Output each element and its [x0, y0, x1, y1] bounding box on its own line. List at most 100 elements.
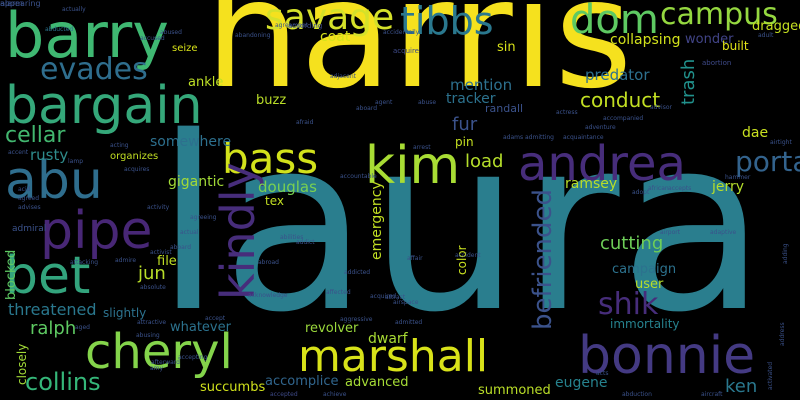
word-aggressive: aggressive [340, 316, 373, 323]
word-abilities: abilities [280, 234, 304, 241]
word-emergency: emergency [369, 181, 385, 260]
word-dwarf: dwarf [368, 331, 408, 347]
word-according: according [288, 22, 323, 30]
word-closely: closely [15, 343, 29, 385]
word-abducted: abducted [45, 26, 74, 33]
word-abu: abu [5, 151, 103, 211]
word-color: color [455, 245, 469, 275]
word-campaign: campaign [612, 262, 677, 277]
word-afraid: afraid [296, 119, 314, 126]
word-abroad: abroad [258, 259, 279, 266]
word-abused: abused [160, 29, 182, 36]
word-actress: actress [556, 109, 578, 116]
word-jerry: jerry [712, 179, 745, 195]
word-abortion: abortion [702, 59, 732, 67]
word-whatever: whatever [170, 320, 231, 335]
word-gigantic: gigantic [168, 174, 225, 190]
word-revolver: revolver [305, 321, 359, 336]
word-immortality: immortality [610, 317, 680, 331]
word-adaptive: adaptive [710, 229, 737, 236]
word-shik: shik [598, 287, 659, 322]
word-ralph: ralph [30, 318, 77, 339]
word-address: address [779, 322, 786, 346]
word-mention: mention [450, 76, 513, 94]
word-tibbs: tibbs [400, 0, 494, 43]
word-tex: tex [265, 194, 284, 208]
word-acid: acid [18, 186, 31, 193]
word-pin: pin [455, 135, 474, 149]
word-activated: activated [767, 361, 774, 390]
word-advanced: advanced [345, 375, 409, 390]
word-arrest: arrest [413, 144, 431, 151]
word-aircraft: aircraft [701, 391, 723, 398]
word-accountable: accountable [340, 173, 377, 180]
word-tracker: tracker [446, 91, 496, 107]
word-sin: sin [497, 40, 516, 55]
word-amy: amy [150, 365, 164, 372]
word-portal: portal [735, 145, 800, 178]
word-bargain: bargain [5, 76, 203, 136]
word-dragged: dragged [752, 19, 800, 34]
word-acquires: acquires [124, 166, 150, 173]
word-acts: acts [596, 370, 609, 377]
word-admitting: admitting [525, 134, 554, 141]
word-accepted: accepted [270, 391, 298, 398]
word-barry: barry [5, 0, 169, 72]
word-affected: affected [326, 289, 351, 296]
word-laura: laura [155, 85, 767, 365]
word-hammer: hammer [725, 174, 751, 181]
word-agreement: agreement [275, 22, 308, 29]
word-acquired: acquired [370, 293, 397, 300]
word-blocked: blocked [4, 249, 19, 300]
word-adventure: adventure [585, 124, 616, 131]
word-pipe: pipe [40, 201, 153, 261]
word-accent: accent [8, 149, 29, 156]
word-admiral: admiral [12, 224, 47, 234]
word-campus: campus [660, 0, 778, 32]
word-rusty: rusty [30, 146, 69, 164]
word-accused: accused [140, 35, 165, 42]
word-cellar: cellar [5, 123, 66, 148]
word-accept: accept [205, 315, 226, 322]
word-acquaintance: acquaintance [563, 134, 604, 141]
word-cheryl: cheryl [85, 324, 233, 380]
word-abusing: abusing [136, 332, 160, 339]
word-organizes: organizes [110, 151, 159, 162]
word-ken: ken [725, 376, 758, 397]
word-kim: kim [365, 136, 461, 196]
word-douglas: douglas [258, 178, 317, 196]
word-activist: activist [150, 249, 172, 256]
word-admitted: admitted [395, 319, 423, 326]
word-aged: aged [75, 324, 90, 331]
word-addict: addict [296, 239, 315, 246]
word-acknowledge: acknowledge [248, 292, 288, 299]
word-admire: admire [115, 257, 137, 264]
word-collins: collins [25, 368, 101, 396]
word-bass: bass [222, 134, 319, 183]
word-lamp: lamp [68, 158, 83, 165]
word-activity: activity [147, 204, 170, 211]
word-load: load [465, 151, 504, 172]
word-threatened: threatened [8, 300, 97, 319]
word-attractive: attractive [137, 319, 167, 326]
word-wonder: wonder [685, 32, 734, 47]
word-adopt: adopt [632, 189, 650, 196]
word-african: african [648, 185, 669, 192]
word-adjacent: adjacent [330, 73, 356, 80]
word-dae: dae [742, 125, 769, 141]
word-collapsing: collapsing [610, 32, 681, 48]
word-accident: accident [455, 252, 481, 259]
word-user: user [635, 277, 664, 292]
word-absolute: absolute [140, 284, 166, 291]
word-accepting: accepting [178, 354, 208, 361]
word-befriended: befriended [528, 188, 558, 330]
word-attract: attract [385, 294, 406, 301]
word-seize: seize [172, 43, 198, 54]
word-bonnie: bonnie [578, 326, 756, 386]
word-bet: bet [5, 246, 91, 306]
word-appearing: appearing [0, 0, 41, 8]
word-airtight: airtight [770, 139, 792, 146]
word-actual: actual [180, 229, 199, 236]
word-achieve: achieve [323, 391, 347, 398]
word-affair: affair [407, 255, 423, 262]
